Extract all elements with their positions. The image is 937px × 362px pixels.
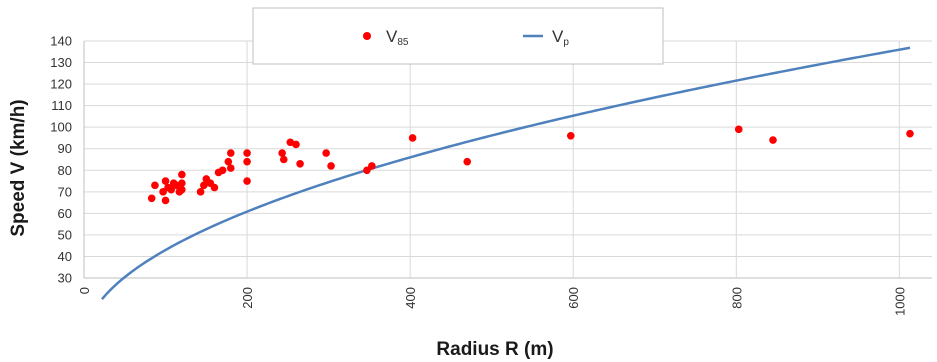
v85-point	[279, 155, 288, 164]
v85-point	[178, 170, 186, 179]
legend-v85-marker	[363, 32, 371, 40]
legend-vp-main: V	[552, 27, 564, 46]
x-tick-label: 1000	[892, 287, 907, 316]
v85-point	[363, 166, 371, 175]
v85-point	[178, 185, 186, 194]
v85-point	[278, 149, 286, 157]
v85-point	[286, 138, 295, 147]
v85-point	[167, 185, 176, 194]
y-tick-label: 30	[58, 271, 72, 286]
x-tick-label: 800	[729, 287, 744, 309]
v85-point	[368, 162, 376, 170]
v85-point	[243, 157, 251, 166]
y-axis-title: Speed V (km/h)	[8, 99, 29, 236]
legend-v85-label: V85	[386, 27, 409, 48]
y-tick-label: 70	[58, 184, 72, 199]
v85-point	[161, 196, 170, 205]
v85-point	[292, 140, 300, 149]
legend-vp-label: Vp	[552, 27, 569, 48]
v85-point	[151, 181, 159, 190]
v85-point	[243, 177, 251, 185]
v85-point	[322, 149, 330, 157]
y-tick-label: 110	[51, 98, 72, 113]
y-tick-label: 130	[50, 55, 72, 70]
v85-point	[408, 134, 417, 142]
y-tick-label: 40	[58, 249, 72, 264]
y-tick-label: 90	[58, 141, 72, 156]
v85-point	[734, 125, 743, 134]
x-axis-ticks: 0 200 400 600 800 1000	[77, 287, 907, 316]
v85-point	[243, 149, 251, 157]
y-tick-label: 100	[50, 120, 72, 135]
v85-point	[161, 177, 170, 185]
y-tick-label: 140	[50, 34, 72, 49]
legend-v85-sub: 85	[397, 37, 409, 48]
v85-point	[224, 157, 233, 166]
v85-point	[566, 132, 575, 140]
legend: V85 Vp	[252, 7, 664, 65]
v85-point	[296, 160, 304, 168]
v85-point	[226, 149, 235, 157]
v85-point	[200, 181, 208, 190]
legend-box	[252, 7, 664, 65]
y-tick-label: 120	[50, 77, 72, 92]
v85-point	[210, 183, 219, 192]
v85-series	[147, 125, 914, 205]
v85-point	[327, 162, 335, 170]
x-tick-label: 0	[77, 287, 92, 294]
y-tick-label: 80	[58, 163, 72, 178]
x-axis-title: Radius R (m)	[436, 339, 553, 360]
y-tick-label: 60	[58, 206, 72, 221]
legend-v85-main: V	[386, 27, 398, 46]
v85-point	[218, 166, 227, 175]
v85-point	[147, 194, 156, 203]
v85-point	[906, 129, 914, 138]
x-tick-label: 600	[566, 287, 581, 309]
x-tick-label: 400	[403, 287, 418, 309]
v85-point	[196, 188, 205, 196]
vp-line	[100, 46, 911, 301]
legend-vp-sub: p	[563, 37, 569, 48]
v85-point	[463, 157, 472, 166]
x-tick-label: 200	[240, 287, 255, 309]
v85-point	[769, 136, 777, 144]
v85-point	[172, 181, 180, 190]
v85-point	[226, 164, 235, 172]
y-axis-ticks: 30 40 50 60 70 80 90 100 110 120 130 140	[50, 34, 72, 286]
grid-lines	[83, 40, 932, 279]
v85-point	[178, 179, 186, 187]
y-tick-label: 50	[58, 227, 72, 242]
v85-point	[159, 188, 167, 196]
vp-series	[100, 46, 911, 301]
